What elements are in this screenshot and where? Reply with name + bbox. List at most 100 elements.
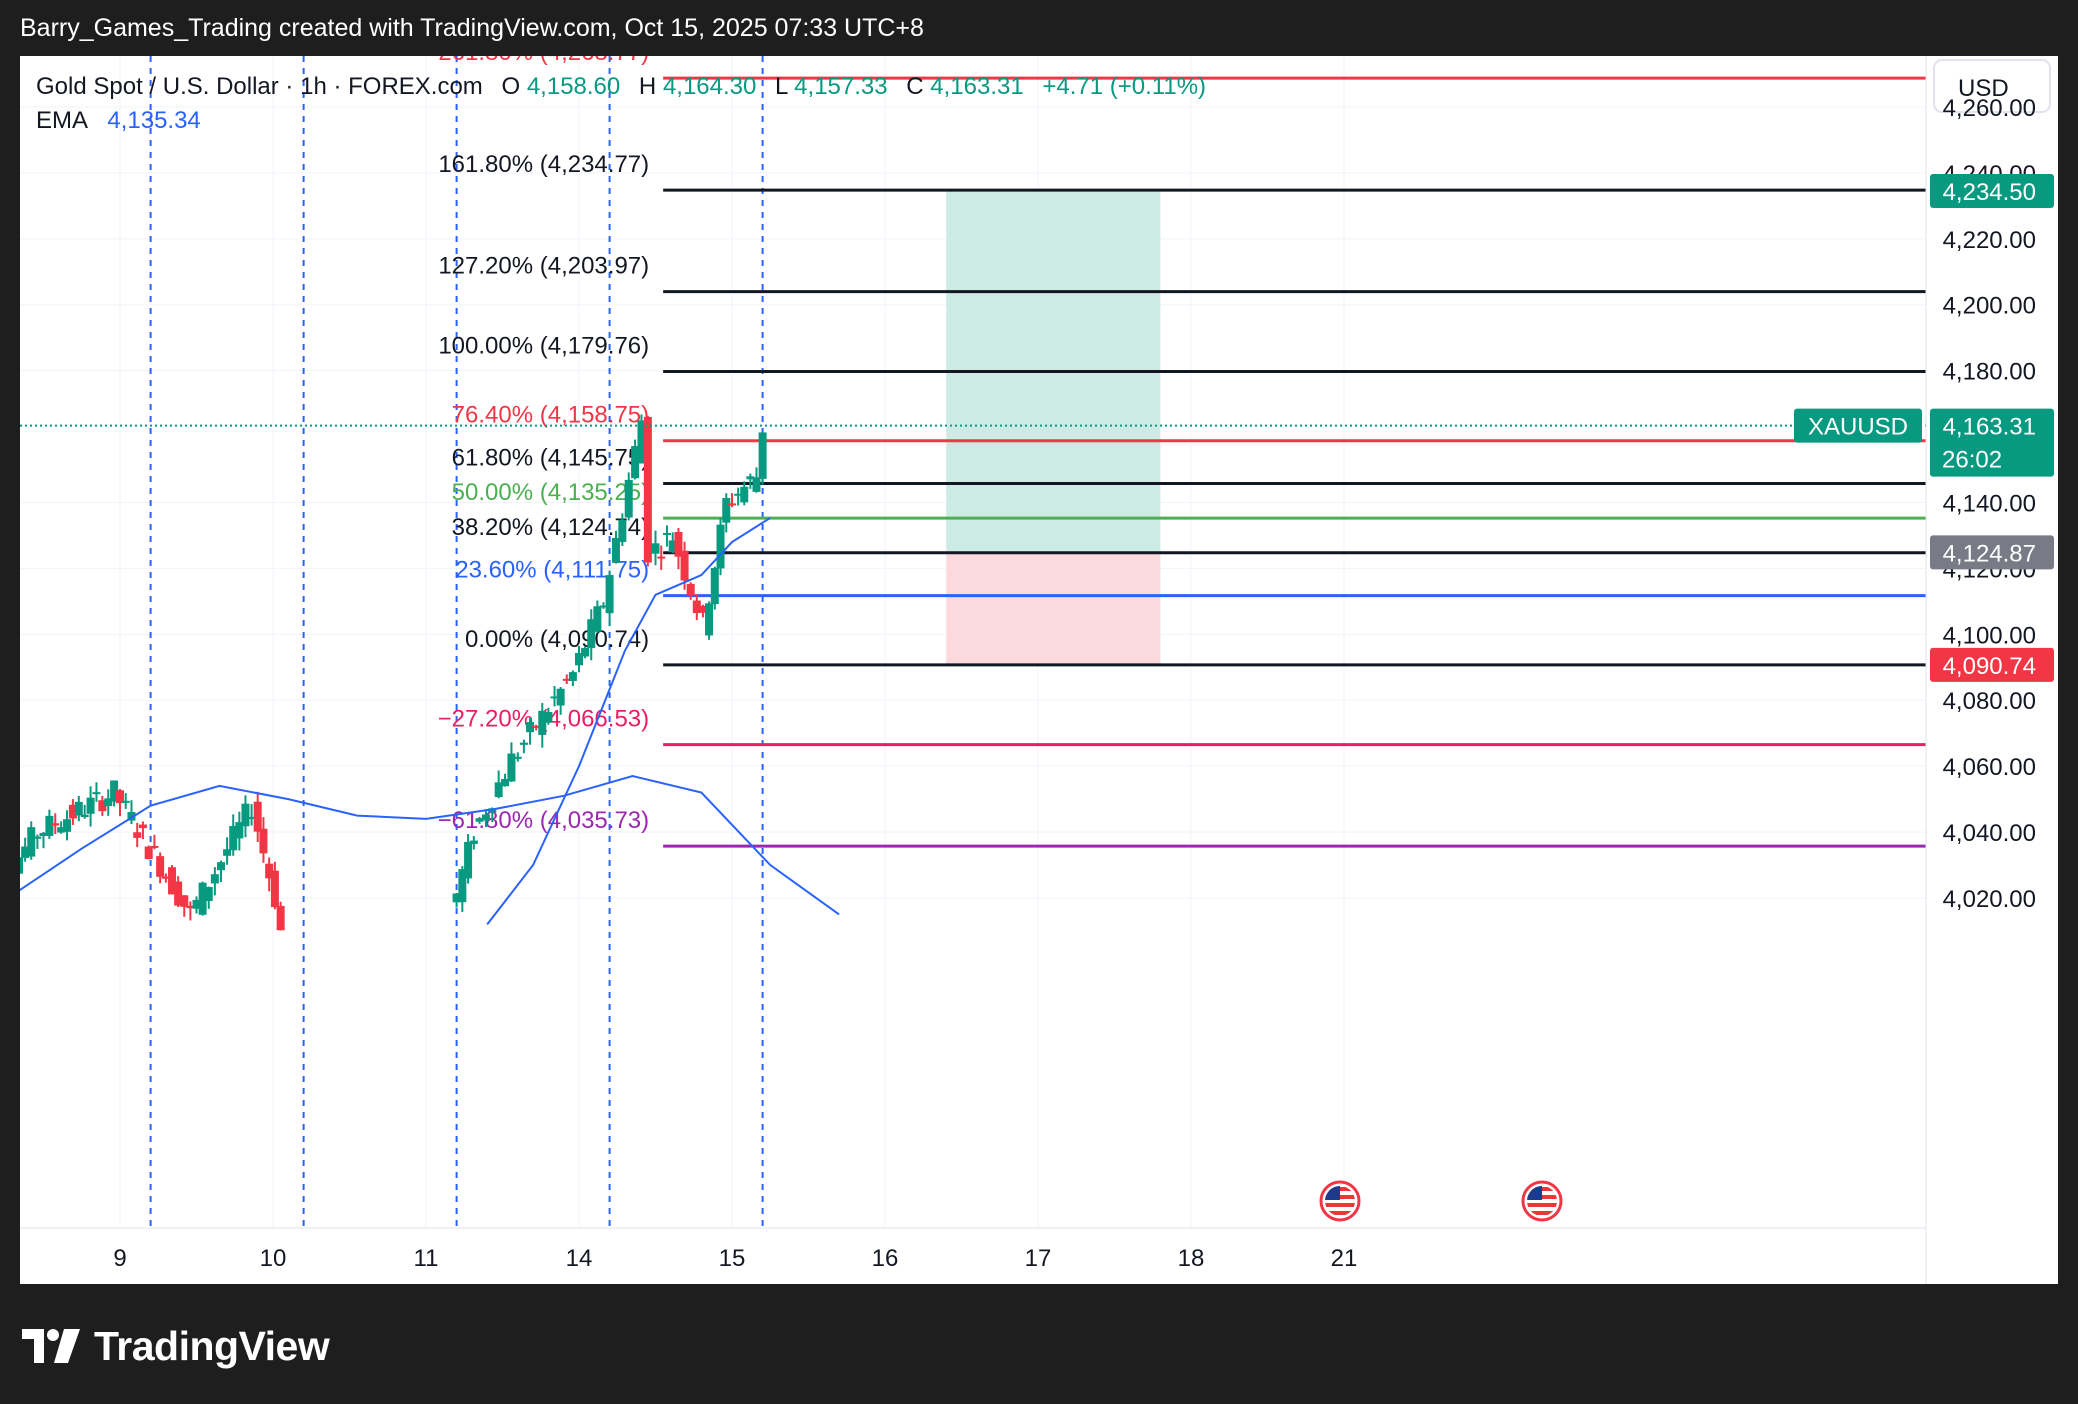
tradingview-logo[interactable]: TradingView xyxy=(22,1318,330,1374)
fibonacci-extension[interactable]: 261.80% (4,268.77) 161.80% (4,234.77) 127.… xyxy=(438,56,1926,848)
candle-body xyxy=(624,479,633,518)
tradingview-logo-icon xyxy=(22,1329,80,1363)
fib-level-label: 61.80% (4,145.75) xyxy=(452,445,649,472)
price-scale-labels: 4,234.50 4,124.87 4,090.74 4,163.31 26:02 XAU… xyxy=(1794,174,2054,682)
candle-body xyxy=(138,824,147,829)
price-chart[interactable]: 261.80% (4,268.77) 161.80% (4,234.77) 127.… xyxy=(20,56,2058,1284)
candle-body xyxy=(740,486,749,503)
stop-price-label: 4,090.74 xyxy=(1943,653,2036,680)
open-label: O xyxy=(501,73,520,100)
cycle-lines xyxy=(149,56,764,1228)
candle-body xyxy=(265,863,274,879)
candle-body xyxy=(116,790,124,804)
price-tick-label: 4,220.00 xyxy=(1943,227,2036,254)
time-tick-label: 18 xyxy=(1178,1245,1205,1272)
symbol-price-tag-label: XAUUSD xyxy=(1808,414,1908,441)
candle-body xyxy=(593,606,602,632)
candle-body xyxy=(494,782,503,797)
ema-line xyxy=(20,517,840,925)
price-tick-label: 4,100.00 xyxy=(1943,622,2036,649)
svg-text:Gold Spot / U.S. Dollar · 1h ·: Gold Spot / U.S. Dollar · 1h · FOREX.com… xyxy=(36,73,1206,100)
svg-text:EMA 4,135.34: EMA 4,135.34 xyxy=(36,107,201,134)
candle-body xyxy=(51,823,60,826)
candle-body xyxy=(229,826,238,851)
change-value: +4.71 (+0.11%) xyxy=(1042,73,1206,100)
ema-label[interactable]: EMA xyxy=(36,107,88,134)
ema-value: 4,135.34 xyxy=(107,107,200,134)
high-label: H xyxy=(639,73,656,100)
candle-body xyxy=(180,895,189,907)
candle-body xyxy=(611,537,620,563)
fib-level-label: 0.00% (4,090.74) xyxy=(465,626,649,653)
candle-body xyxy=(575,652,583,666)
us-event-flag-icon[interactable] xyxy=(1319,1180,1361,1222)
candle-body xyxy=(133,832,142,838)
symbol-name[interactable]: Gold Spot / U.S. Dollar · 1h · FOREX.com xyxy=(36,73,483,100)
price-tick-label: 4,060.00 xyxy=(1943,754,2036,781)
price-tick-label: 4,140.00 xyxy=(1943,490,2036,517)
fib-level-label: 76.40% (4,158.75) xyxy=(452,402,649,429)
candle-body xyxy=(662,532,671,535)
candle-body xyxy=(198,882,207,915)
candle-body xyxy=(526,722,535,733)
price-tick-label: 4,080.00 xyxy=(1943,688,2036,715)
candle-body xyxy=(710,568,719,605)
fib-level-label: 50.00% (4,135.25) xyxy=(452,479,649,506)
candle-body xyxy=(458,869,467,903)
publish-attribution: Barry_Games_Trading created with Trading… xyxy=(20,14,924,42)
candle-body xyxy=(618,519,627,542)
fib-level-label: −61.80% (4,035.73) xyxy=(438,807,650,834)
candle-body xyxy=(86,797,95,814)
currency-button[interactable] xyxy=(1933,59,2051,113)
symbol-legend[interactable]: Gold Spot / U.S. Dollar · 1h · FOREX.com… xyxy=(36,73,1206,134)
candle-body xyxy=(705,603,714,636)
candle-body xyxy=(752,477,761,492)
candle-body xyxy=(519,742,528,745)
economic-events[interactable] xyxy=(1319,1180,1563,1222)
candle-body xyxy=(746,476,755,480)
target-price-tag xyxy=(1930,174,2054,209)
candle-body xyxy=(241,803,250,827)
fib-level-label: 100.00% (4,179.76) xyxy=(438,332,649,359)
candle-body xyxy=(631,446,640,479)
candle-body xyxy=(469,840,478,844)
candle-body xyxy=(216,862,225,871)
candle-body xyxy=(544,712,553,723)
candle-body xyxy=(464,841,473,879)
chart-panel[interactable]: 261.80% (4,268.77) 161.80% (4,234.77) 127.… xyxy=(20,56,2058,1284)
candle-body xyxy=(501,778,510,787)
candle-body xyxy=(276,905,285,931)
candle-body xyxy=(605,575,614,614)
candle-body xyxy=(253,801,262,832)
close-value: 4,163.31 xyxy=(930,73,1023,100)
time-tick-label: 9 xyxy=(113,1245,126,1272)
candle-body xyxy=(674,532,683,557)
candle-body xyxy=(110,780,119,802)
candle-body xyxy=(21,846,30,858)
entry-price-tag xyxy=(1930,535,2054,570)
low-value: 4,157.33 xyxy=(794,73,887,100)
candle-body xyxy=(475,818,484,822)
candle-body xyxy=(33,836,42,839)
candle-body xyxy=(186,905,195,909)
candle-body xyxy=(599,605,608,608)
candles xyxy=(20,414,767,931)
low-label: L xyxy=(775,73,788,100)
candle-body xyxy=(161,876,170,879)
candle-body xyxy=(27,827,36,857)
time-tick-label: 11 xyxy=(414,1245,439,1272)
long-position-tool[interactable] xyxy=(946,191,1161,665)
candle-body xyxy=(74,801,83,816)
current-price-label: 4,163.31 xyxy=(1943,414,2036,441)
time-ticks[interactable]: 9 10 11 14 15 16 17 18 21 xyxy=(113,1245,1357,1272)
us-event-flag-icon[interactable] xyxy=(1521,1180,1563,1222)
candle-body xyxy=(698,605,707,613)
stop-price-tag xyxy=(1930,647,2054,682)
candle-body xyxy=(481,814,490,821)
candle-body xyxy=(127,811,136,821)
time-tick-label: 14 xyxy=(566,1245,593,1272)
time-tick-label: 17 xyxy=(1025,1245,1052,1272)
candle-body xyxy=(270,870,279,908)
price-tick-label: 4,260.00 xyxy=(1943,95,2036,122)
candle-body xyxy=(513,756,522,759)
